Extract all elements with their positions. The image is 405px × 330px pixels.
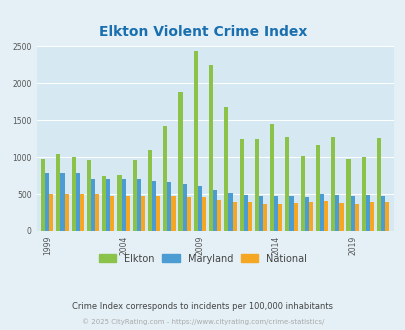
Text: Elkton Violent Crime Index: Elkton Violent Crime Index xyxy=(98,25,307,39)
Bar xyxy=(300,156,304,231)
Bar xyxy=(335,195,339,231)
Bar xyxy=(49,194,53,231)
Bar xyxy=(330,137,335,231)
Bar xyxy=(345,158,350,231)
Bar xyxy=(197,186,201,231)
Bar xyxy=(121,179,125,231)
Bar xyxy=(323,201,327,231)
Legend: Elkton, Maryland, National: Elkton, Maryland, National xyxy=(95,249,310,267)
Bar xyxy=(289,196,293,231)
Bar xyxy=(217,200,221,231)
Bar xyxy=(384,202,388,231)
Bar xyxy=(369,202,373,231)
Bar xyxy=(45,173,49,231)
Bar xyxy=(136,179,141,231)
Bar xyxy=(193,51,197,231)
Bar xyxy=(365,195,369,231)
Bar xyxy=(361,157,365,231)
Bar xyxy=(102,176,106,231)
Bar xyxy=(232,202,236,231)
Bar xyxy=(380,195,384,231)
Bar xyxy=(319,194,323,231)
Bar xyxy=(209,65,213,231)
Bar xyxy=(132,160,136,231)
Bar xyxy=(224,107,228,231)
Bar xyxy=(80,194,84,231)
Bar xyxy=(141,196,145,231)
Bar xyxy=(285,137,289,231)
Bar xyxy=(182,184,186,231)
Bar xyxy=(156,196,160,231)
Bar xyxy=(201,197,206,231)
Bar xyxy=(64,194,68,231)
Bar xyxy=(71,157,75,231)
Text: Crime Index corresponds to incidents per 100,000 inhabitants: Crime Index corresponds to incidents per… xyxy=(72,302,333,311)
Bar xyxy=(258,195,262,231)
Bar xyxy=(117,175,121,231)
Bar xyxy=(213,190,217,231)
Bar xyxy=(125,196,130,231)
Bar xyxy=(278,204,282,231)
Bar xyxy=(151,181,156,231)
Bar xyxy=(254,139,258,231)
Bar xyxy=(178,92,182,231)
Bar xyxy=(376,138,380,231)
Bar xyxy=(186,197,190,231)
Bar xyxy=(350,196,354,231)
Bar xyxy=(247,202,251,231)
Text: © 2025 CityRating.com - https://www.cityrating.com/crime-statistics/: © 2025 CityRating.com - https://www.city… xyxy=(82,318,323,325)
Bar xyxy=(110,196,114,231)
Bar xyxy=(106,179,110,231)
Bar xyxy=(228,193,232,231)
Bar xyxy=(304,197,308,231)
Bar xyxy=(91,179,95,231)
Bar xyxy=(269,124,273,231)
Bar xyxy=(273,196,278,231)
Bar xyxy=(171,196,175,231)
Bar xyxy=(75,173,80,231)
Bar xyxy=(87,160,91,231)
Bar xyxy=(56,154,60,231)
Bar xyxy=(239,139,243,231)
Bar xyxy=(339,203,343,231)
Bar xyxy=(262,204,266,231)
Bar xyxy=(60,173,64,231)
Bar xyxy=(308,202,312,231)
Bar xyxy=(354,204,358,231)
Bar xyxy=(315,145,319,231)
Bar xyxy=(41,158,45,231)
Bar xyxy=(163,126,167,231)
Bar xyxy=(147,150,151,231)
Bar xyxy=(95,194,99,231)
Bar xyxy=(243,195,247,231)
Bar xyxy=(167,182,171,231)
Bar xyxy=(293,203,297,231)
